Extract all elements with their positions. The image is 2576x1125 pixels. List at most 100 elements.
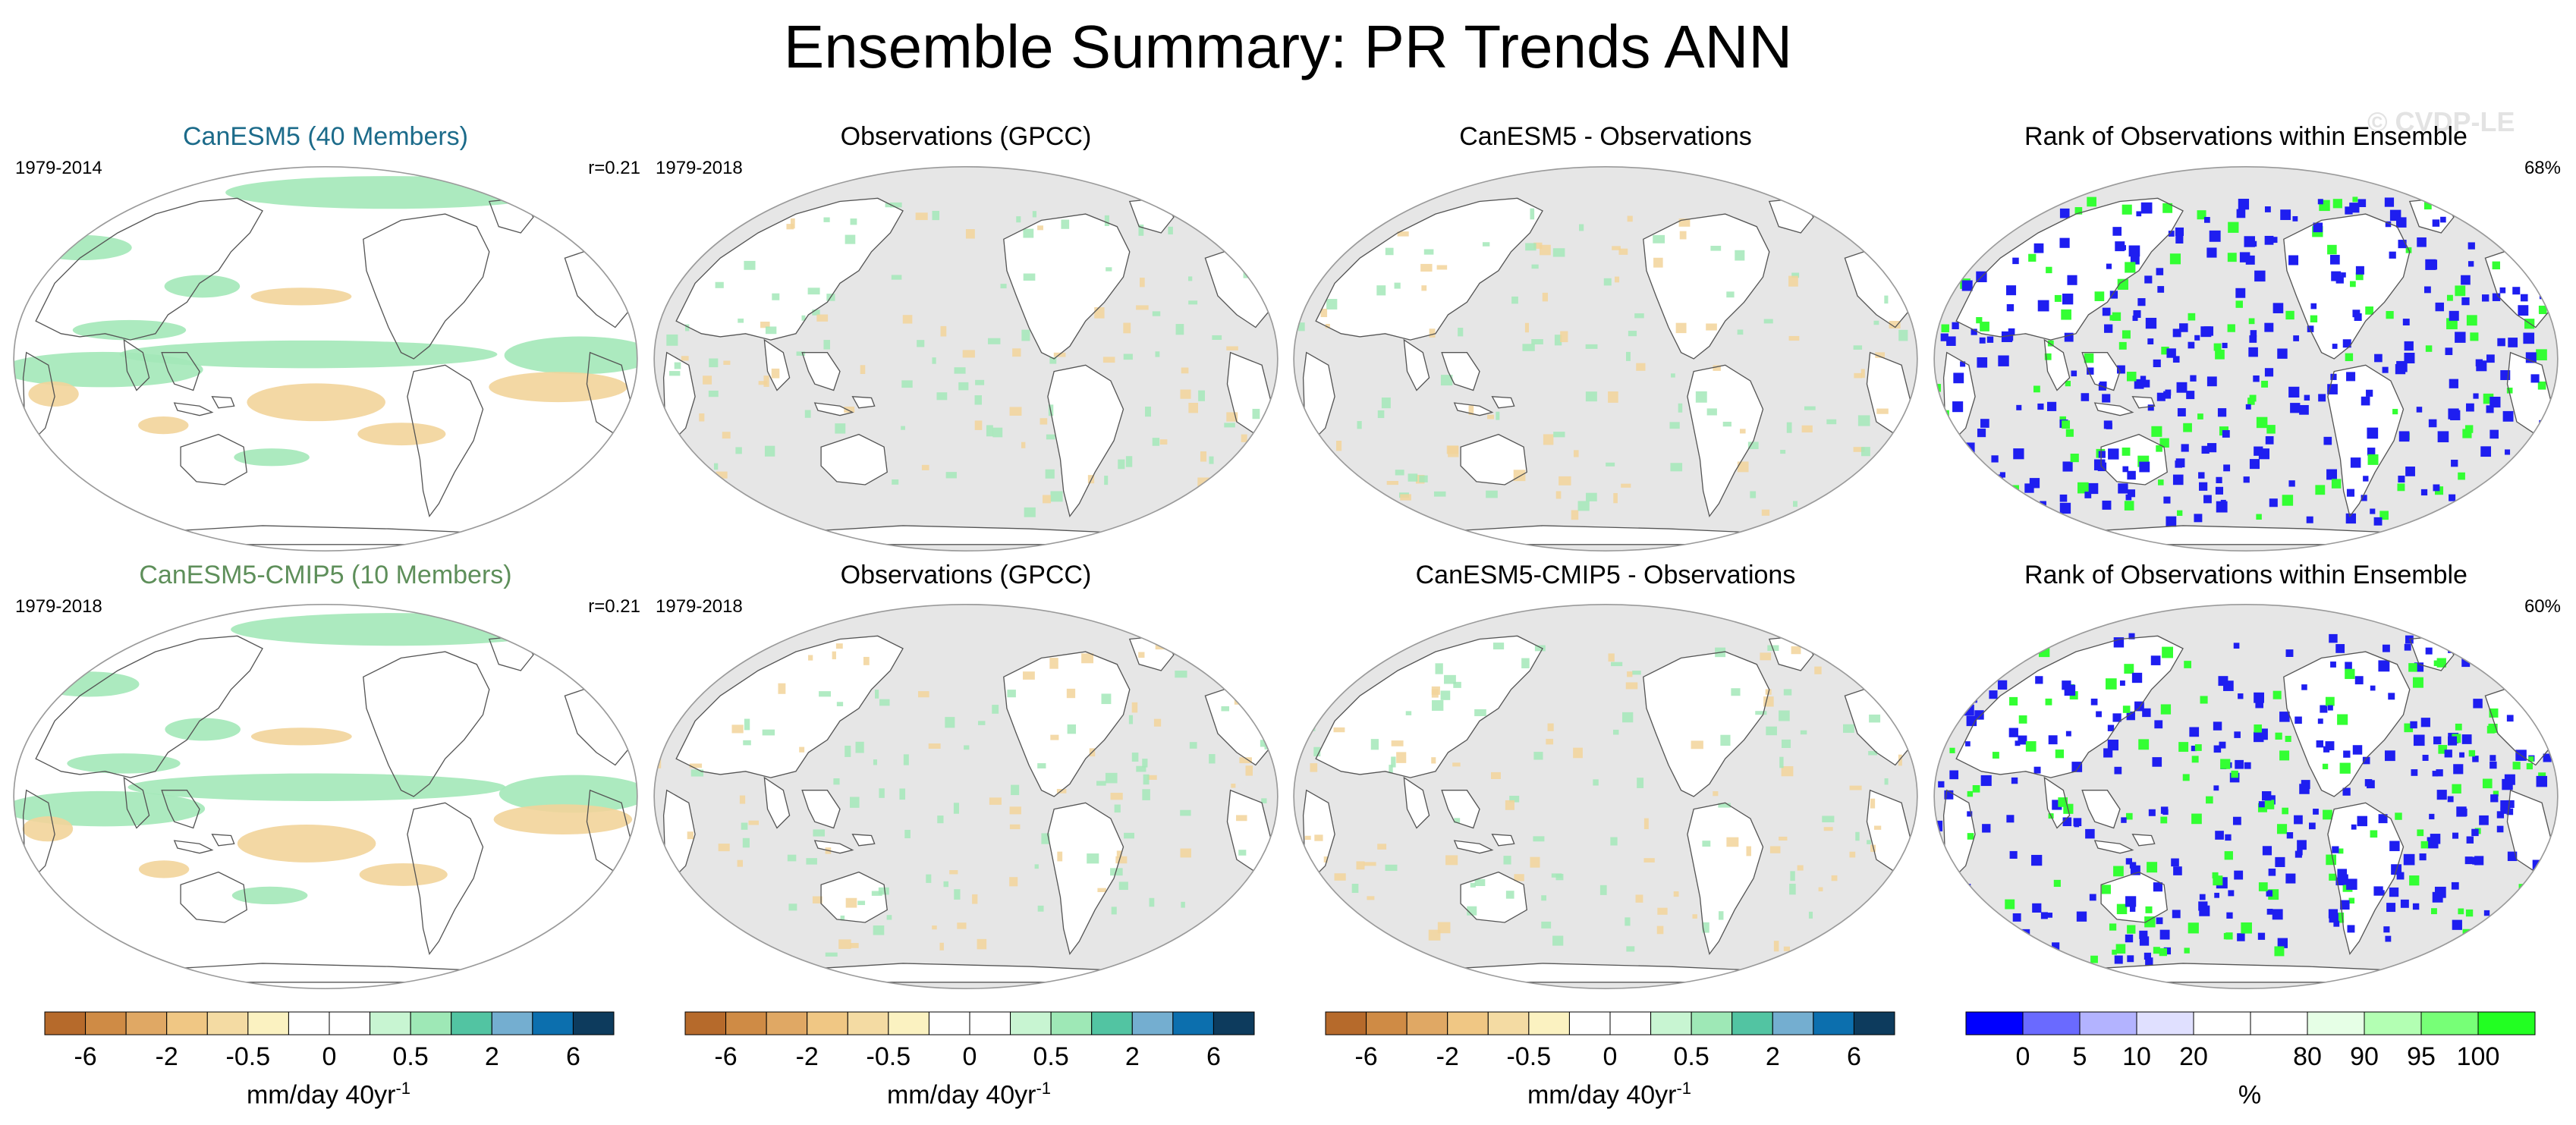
anomaly-cell [974,395,982,405]
rank-cell [2467,242,2475,250]
rank-cell [1961,450,1969,457]
anomaly-cell [1769,846,1781,853]
rank-cell [2159,438,2169,448]
rank-cell [2109,315,2115,321]
rank-cell [2492,293,2501,301]
rank-cell [2250,330,2257,337]
rank-cell [2126,711,2135,721]
anomaly-cell [1326,299,1338,310]
rank-cell [2482,778,2493,789]
anomaly-cell [1334,873,1346,881]
anomaly-cell [801,315,806,321]
anomaly-cell [1586,492,1597,501]
land-region [1047,365,1124,517]
anomaly-cell [886,915,892,920]
rank-cell [2301,780,2310,789]
colorbar-unit-exponent: -1 [1676,1079,1692,1098]
rank-cell [2427,837,2439,849]
rank-cell [2361,495,2367,501]
rank-cell [2206,247,2217,258]
anomaly-region [225,176,553,209]
anomaly-cell [1531,339,1543,344]
colorbar-swatch [766,1011,808,1035]
rank-cell [2264,206,2271,212]
rank-cell [2370,508,2376,514]
rank-cell [2378,814,2388,824]
rank-cell [2455,332,2466,343]
rank-cell [2473,699,2483,709]
anomaly-cell [1552,248,1565,257]
anomaly-region [119,340,498,369]
colorbar [684,1011,1255,1035]
anomaly-cell [1363,862,1376,866]
anomaly-cell [1789,883,1796,895]
anomaly-cell [799,746,805,753]
rank-cell [2011,777,2018,784]
coastline [35,197,263,341]
rank-cell [2194,335,2200,341]
anomaly-cell [763,376,769,387]
anomaly-cell [1533,752,1543,760]
anomaly-cell [850,218,857,225]
anomaly-cell [1511,296,1518,304]
anomaly-cell [669,371,681,376]
coastline [173,834,235,854]
rank-cell [2033,766,2041,774]
rank-cell [2434,886,2446,898]
anomaly-cell [844,407,855,413]
panel-title: Observations (GPCC) [840,122,1092,151]
rank-cell [2489,708,2499,718]
rank-cell [1972,784,1980,793]
rank-cell [2122,330,2131,339]
rank-cell [2537,687,2546,695]
rank-cell [2045,698,2052,705]
anomaly-cell [1800,730,1807,735]
anomaly-cell [1546,738,1554,745]
rank-cell [2433,484,2440,492]
anomaly-cell [1530,856,1540,868]
rank-cell [2465,909,2474,917]
rank-cell [2288,255,2299,266]
rank-cell [2528,657,2537,665]
rank-cell [2306,516,2313,523]
rank-cell [2297,849,2303,856]
anomaly-cell [918,691,929,698]
rank-cell [2201,445,2210,454]
rank-cell [2172,356,2180,363]
anomaly-cell [932,925,937,930]
rank-cell [2144,916,2156,928]
rank-cell [2134,379,2144,389]
rank-cell [2122,705,2131,713]
rank-cell [2077,482,2089,494]
anomaly-cell [1231,222,1243,227]
watermark: © CVDP-LE [2367,106,2515,137]
rank-cell [2423,202,2432,210]
anomaly-cell [1391,756,1396,768]
colorbar-unit-text: mm/day 40yr [1527,1080,1677,1110]
rank-cell [2264,235,2274,245]
rank-cell [1952,322,1959,330]
anomaly-cell [1278,475,1281,481]
anomaly-cell [1396,752,1407,763]
colorbar-swatch [166,1011,208,1035]
rank-cell [2188,313,2196,321]
anomaly-cell [1670,463,1683,472]
rank-cell [2448,941,2455,949]
rank-cell [1971,644,1980,654]
rank-cell [2156,445,2162,452]
anomaly-cell [823,340,830,350]
rank-cell [2262,846,2272,856]
rank-cell [2175,227,2184,236]
anomaly-cell [1530,208,1535,220]
map-border [1293,166,1918,552]
rank-cell [2264,368,2274,377]
anomaly-cell [949,870,958,875]
rank-cell [1997,680,2008,690]
coastline [813,396,876,416]
land-region [2094,396,2155,416]
colorbar-swatch [44,1011,86,1035]
anomaly-cell [1737,461,1749,473]
anomaly-cell [1159,439,1168,445]
rank-cell [2285,873,2296,884]
ocean-background [1294,166,1917,552]
